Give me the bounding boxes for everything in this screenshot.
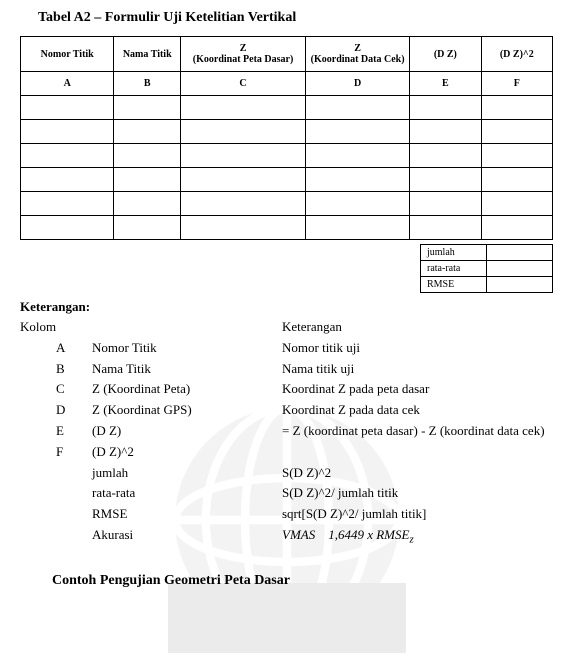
subhdr-f: F [481,72,552,96]
th-z-cek: Z (Koordinat Data Cek) [306,37,410,72]
sum-rmse-label: RMSE [421,277,487,293]
krow-A-desc: Nomor titik uji [282,338,553,359]
th-z-peta: Z (Koordinat Peta Dasar) [181,37,306,72]
sum-ratarata-label: rata-rata [421,261,487,277]
keterangan-body: Kolom Keterangan A Nomor Titik Nomor tit… [20,317,553,549]
main-table: Nomor Titik Nama Titik Z (Koordinat Peta… [20,36,553,240]
sum-jumlah-label: jumlah [421,245,487,261]
section-title-2: Contoh Pengujian Geometri Peta Dasar [52,573,553,589]
krow-B-k: B [20,359,92,380]
page-title: Tabel A2 – Formulir Uji Ketelitian Verti… [38,10,553,26]
krow-D-mid: Z (Koordinat GPS) [92,400,282,421]
krow-A-mid: Nomor Titik [92,338,282,359]
krow-B-desc: Nama titik uji [282,359,553,380]
keterangan-heading: Keterangan: [20,299,553,315]
th-nomor-titik: Nomor Titik [21,37,114,72]
subhdr-c: C [181,72,306,96]
krow-C-k: C [20,379,92,400]
sum-rmse-val [487,277,553,293]
table-row [21,120,553,144]
subhdr-e: E [410,72,481,96]
sum-jumlah-val [487,245,553,261]
subhdr-b: B [114,72,181,96]
krow-C-mid: Z (Koordinat Peta) [92,379,282,400]
krow-E-desc: = Z (koordinat peta dasar) - Z (koordina… [282,421,553,442]
krow-akurasi-desc: VMAS 1,6449 x RMSEz [282,525,553,549]
krow-ratarata-desc: S(D Z)^2/ jumlah titik [282,483,553,504]
table-row [21,96,553,120]
krow-F-mid: (D Z)^2 [92,442,282,463]
table-row [21,216,553,240]
krow-akurasi-mid: Akurasi [92,525,282,546]
krow-rmse-mid: RMSE [92,504,282,525]
kolom-label: Kolom [20,317,92,338]
krow-C-desc: Koordinat Z pada peta dasar [282,379,553,400]
table-row [21,144,553,168]
krow-A-k: A [20,338,92,359]
sum-ratarata-val [487,261,553,277]
subhdr-d: D [306,72,410,96]
krow-D-k: D [20,400,92,421]
krow-D-desc: Koordinat Z pada data cek [282,400,553,421]
th-dz2: (D Z)^2 [481,37,552,72]
krow-E-mid: (D Z) [92,421,282,442]
krow-rmse-desc: sqrt[S(D Z)^2/ jumlah titik] [282,504,553,525]
krow-E-k: E [20,421,92,442]
th-nama-titik: Nama Titik [114,37,181,72]
th-dz: (D Z) [410,37,481,72]
krow-jumlah-mid: jumlah [92,463,282,484]
table-row [21,192,553,216]
krow-ratarata-mid: rata-rata [92,483,282,504]
keterangan-col-label: Keterangan [282,317,553,338]
krow-jumlah-desc: S(D Z)^2 [282,463,553,484]
subhdr-a: A [21,72,114,96]
summary-table: jumlah rata-rata RMSE [420,244,553,293]
krow-F-k: F [20,442,92,463]
krow-B-mid: Nama Titik [92,359,282,380]
table-row [21,168,553,192]
